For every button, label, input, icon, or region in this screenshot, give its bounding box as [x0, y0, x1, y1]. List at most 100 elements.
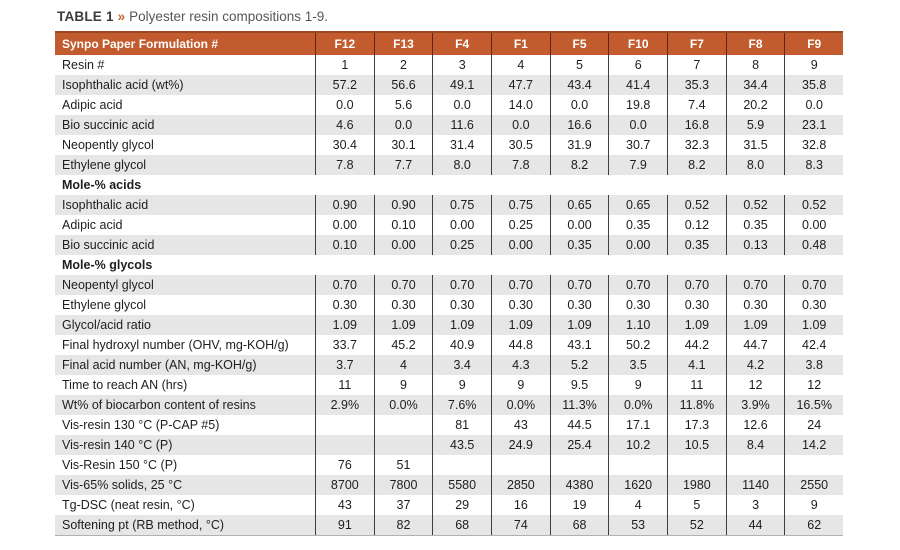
value-cell: 14.2 [784, 435, 843, 455]
value-cell: 1.09 [784, 315, 843, 335]
value-cell: 31.9 [549, 135, 609, 155]
value-cell: 42.4 [784, 335, 843, 355]
value-cell: 35.8 [784, 75, 843, 95]
row-label: Tg-DSC (neat resin, °C) [62, 498, 195, 512]
value-cell: 2.9% [315, 395, 374, 415]
value-cell: 0.70 [667, 275, 726, 295]
value-cell: 1.09 [725, 315, 785, 335]
value-cell [608, 455, 667, 475]
value-cell [315, 415, 374, 435]
header-cell-f7: F7 [667, 33, 726, 55]
value-cell: 0.10 [373, 215, 433, 235]
value-cell: 50.2 [608, 335, 667, 355]
row-label: Ethylene glycol [62, 298, 147, 312]
value-cell: 56.6 [373, 75, 433, 95]
value-cell: 45.2 [373, 335, 433, 355]
row-label: Adipic acid [62, 218, 123, 232]
header-cell-f9: F9 [784, 33, 843, 55]
row-label: Vis-resin 140 °C (P) [62, 438, 173, 452]
value-cell: 74 [491, 515, 550, 535]
value-cell: 0.0 [608, 115, 667, 135]
value-cell: 19 [549, 495, 609, 515]
row-label: Bio succinic acid [62, 118, 155, 132]
value-cell: 29 [432, 495, 491, 515]
table-caption-text: Polyester resin compositions 1-9. [129, 9, 329, 24]
value-cell: 0.70 [549, 275, 609, 295]
value-cell: 0.0 [315, 95, 374, 115]
row-label: Vis-resin 130 °C (P-CAP #5) [62, 418, 220, 432]
value-cell: 0.48 [784, 235, 843, 255]
value-cell: 0.90 [373, 195, 433, 215]
value-cell: 31.4 [432, 135, 491, 155]
header-cell-f12: F12 [315, 33, 374, 55]
row-label: Resin # [62, 58, 105, 72]
value-cell: 0.70 [315, 275, 374, 295]
value-cell: 0.30 [373, 295, 433, 315]
value-cell: 37 [373, 495, 433, 515]
value-cell: 0.30 [315, 295, 374, 315]
value-cell [373, 435, 433, 455]
value-cell: 3 [725, 495, 785, 515]
value-cell: 0.12 [667, 215, 726, 235]
value-cell: 0.0 [549, 95, 609, 115]
value-cell: 43.1 [549, 335, 609, 355]
value-cell: 10.2 [608, 435, 667, 455]
table-caption: TABLE 1» Polyester resin compositions 1-9… [57, 9, 843, 24]
value-cell: 7 [667, 55, 726, 75]
value-cell: 0.65 [608, 195, 667, 215]
caption-chevron-icon: » [117, 9, 126, 24]
value-cell: 23.1 [784, 115, 843, 135]
value-cell: 0.52 [784, 195, 843, 215]
row-label: Ethylene glycol [62, 158, 147, 172]
value-cell: 0.30 [784, 295, 843, 315]
row-label: Isophthalic acid (wt%) [62, 78, 184, 92]
value-cell: 0.35 [725, 215, 785, 235]
value-cell: 49.1 [432, 75, 491, 95]
table-row: Neopently glycol 30.4 30.1 31.4 30.5 31.9 30.7… [55, 135, 843, 155]
value-cell: 41.4 [608, 75, 667, 95]
value-cell: 7.9 [608, 155, 667, 175]
value-cell: 8.0 [725, 155, 785, 175]
value-cell: 0.13 [725, 235, 785, 255]
header-cell-formulation: Synpo Paper Formulation # [62, 37, 219, 51]
value-cell: 53 [608, 515, 667, 535]
table-row: Final hydroxyl number (OHV, mg-KOH/g) 33.… [55, 335, 843, 355]
value-cell: 5580 [432, 475, 491, 495]
value-cell: 44.2 [667, 335, 726, 355]
table-caption-number: TABLE 1 [57, 9, 114, 24]
value-cell: 9.5 [549, 375, 609, 395]
value-cell: 0.0% [491, 395, 550, 415]
row-label: Time to reach AN (hrs) [62, 378, 188, 392]
value-cell: 5 [549, 55, 609, 75]
table-row: Tg-DSC (neat resin, °C) 43 37 29 16 19 4 5 3 9 [55, 495, 843, 515]
value-cell: 44.8 [491, 335, 550, 355]
value-cell [667, 455, 726, 475]
value-cell: 11 [667, 375, 726, 395]
value-cell: 43 [315, 495, 374, 515]
value-cell: 32.3 [667, 135, 726, 155]
table-row: Glycol/acid ratio 1.09 1.09 1.09 1.09 1.09 1.1… [55, 315, 843, 335]
value-cell: 8 [725, 55, 785, 75]
value-cell: 1.09 [373, 315, 433, 335]
value-cell: 3 [432, 55, 491, 75]
value-cell [315, 435, 374, 455]
value-cell: 4.3 [491, 355, 550, 375]
table-row: Resin # 1 2 3 4 5 6 7 8 9 [55, 55, 843, 75]
value-cell: 91 [315, 515, 374, 535]
value-cell: 0.0 [491, 115, 550, 135]
value-cell: 8.2 [667, 155, 726, 175]
value-cell: 20.2 [725, 95, 785, 115]
value-cell [784, 455, 843, 475]
table-row: Bio succinic acid 0.10 0.00 0.25 0.00 0.35 0.0… [55, 235, 843, 255]
value-cell: 0.30 [549, 295, 609, 315]
value-cell: 3.4 [432, 355, 491, 375]
value-cell: 7.8 [491, 155, 550, 175]
row-label: Isophthalic acid [62, 198, 149, 212]
value-cell: 9 [608, 375, 667, 395]
value-cell: 2 [373, 55, 433, 75]
row-label: Vis-Resin 150 °C (P) [62, 458, 178, 472]
value-cell: 4380 [549, 475, 609, 495]
value-cell: 2850 [491, 475, 550, 495]
value-cell: 5.6 [373, 95, 433, 115]
value-cell: 1.09 [549, 315, 609, 335]
